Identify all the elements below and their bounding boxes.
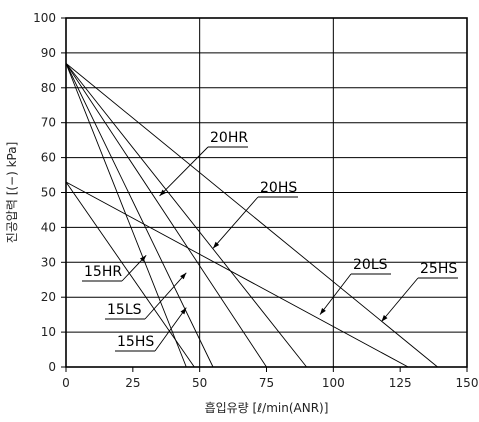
annotation-label-15ls: 15LS [107, 302, 142, 318]
y-tick-label: 100 [33, 11, 56, 25]
series-line-15hs [65, 63, 214, 368]
y-tick-label: 20 [41, 290, 56, 304]
annotation-arrowhead [381, 315, 388, 322]
annotation-leader [159, 146, 209, 197]
x-tick-label: 150 [456, 376, 479, 390]
y-tick-label: 30 [41, 255, 56, 269]
series-line-20hs [65, 63, 307, 368]
series-line-15ls [65, 181, 195, 368]
series-line-15hr [65, 63, 187, 368]
x-tick-label: 0 [62, 376, 70, 390]
annotation-label-15hr: 15HR [84, 264, 122, 280]
x-axis-label: 흡입유량 [ℓ/min(ANR)] [205, 401, 329, 415]
x-tick-label: 75 [259, 376, 274, 390]
x-tick-label: 25 [125, 376, 140, 390]
x-tick-label: 100 [322, 376, 345, 390]
x-tick-label: 50 [192, 376, 207, 390]
tick-labels: 0 10 20 30 40 50 60 70 80 90 100 0 25 50 75 100 125 150 [33, 11, 478, 390]
y-tick-label: 70 [41, 116, 56, 130]
annotation-label-20hr: 20HR [210, 130, 248, 146]
y-tick-label: 90 [41, 46, 56, 60]
annotation-leader [154, 307, 187, 352]
annotation-arrowhead [139, 255, 147, 262]
annotation-label-20ls: 20LS [353, 257, 388, 273]
y-axis-label: 진공압력 [(−) kPa] [5, 142, 19, 244]
y-tick-label: 40 [41, 220, 56, 234]
series-line-20hr [65, 63, 267, 368]
x-tick-label: 125 [389, 376, 412, 390]
annotation-arrowhead [180, 307, 187, 315]
annotation-label-25hs: 25HS [420, 261, 457, 277]
annotations: 20HR 20HS 15HR 15LS 15HS 20LS 25HS [82, 130, 458, 352]
annotation-leader [144, 272, 187, 320]
y-tick-label: 0 [48, 360, 56, 374]
annotation-arrowhead [213, 241, 220, 249]
annotation-leader [319, 273, 352, 315]
annotation-arrowhead [319, 307, 326, 315]
annotation-label-20hs: 20HS [260, 180, 297, 196]
y-tick-label: 50 [41, 186, 56, 200]
annotation-leader [381, 277, 419, 322]
y-tick-label: 80 [41, 81, 56, 95]
annotation-arrowhead [159, 189, 166, 196]
y-tick-label: 60 [41, 151, 56, 165]
annotation-leader [212, 196, 259, 249]
series-line-25hs [65, 63, 438, 368]
series-line-20ls [65, 181, 409, 368]
annotation-label-15hs: 15HS [117, 334, 154, 350]
annotation-arrowhead [180, 272, 187, 280]
series-lines [65, 63, 438, 368]
y-tick-label: 10 [41, 325, 56, 339]
